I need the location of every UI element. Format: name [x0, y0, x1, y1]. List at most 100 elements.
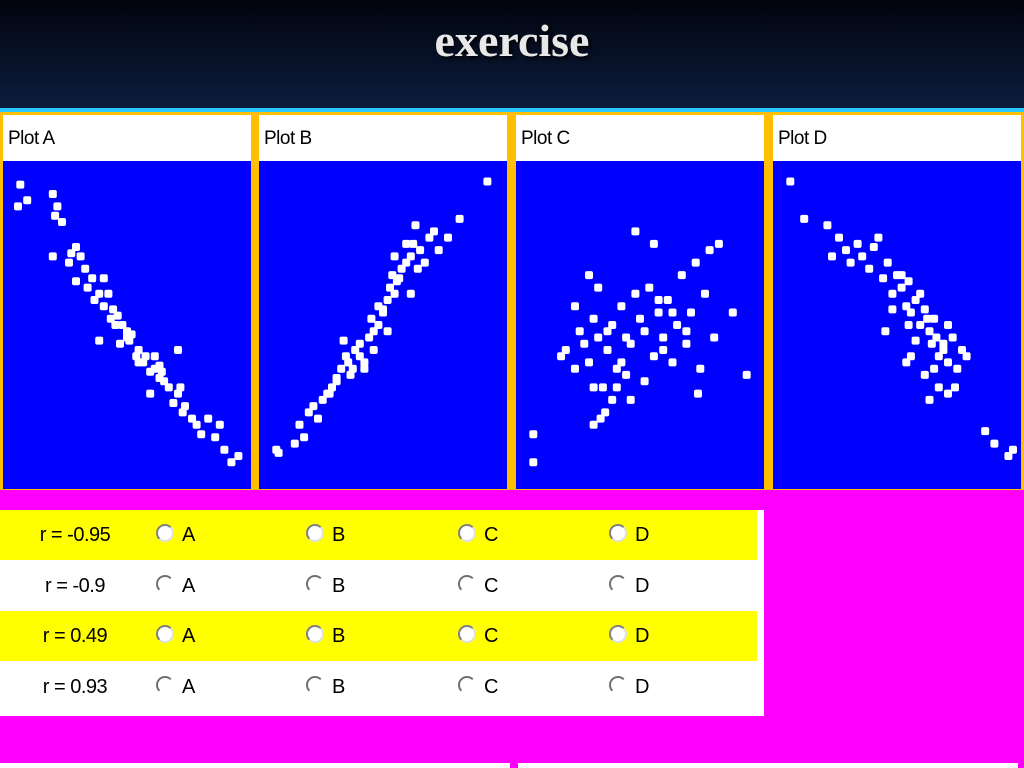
bottom-strip-left — [0, 763, 510, 768]
correlation-label: r = 0.93 — [42, 676, 108, 698]
header-divider — [0, 108, 1024, 112]
plot-c-point — [571, 364, 579, 373]
plot-b-point — [351, 346, 360, 354]
plot-b-point — [295, 420, 304, 429]
plot-a-point — [174, 346, 182, 354]
plot-c-point — [571, 302, 579, 311]
plot-b-svg — [272, 177, 492, 457]
plot-a-point — [146, 389, 155, 398]
plot-d-point — [939, 346, 948, 354]
plot-a-point — [227, 458, 236, 467]
plot-a-point — [132, 352, 141, 361]
option-label: C — [484, 575, 499, 597]
radio-button[interactable] — [609, 524, 627, 542]
option-label: B — [332, 676, 346, 698]
option-label: A — [182, 676, 196, 698]
plot-a-point — [99, 274, 108, 283]
plot-b-point — [425, 233, 434, 242]
radio-button[interactable] — [458, 625, 476, 643]
plot-a-point — [220, 445, 229, 454]
plot-c-point — [603, 327, 612, 336]
plot-b-panel: Plot B — [259, 115, 507, 489]
plot-d-point — [897, 283, 906, 292]
plot-d-point — [842, 246, 850, 255]
correlation-label: r = 0.49 — [42, 625, 108, 647]
plot-a-point — [160, 377, 169, 386]
answer-row: r = -0.9 A B C D — [0, 561, 757, 611]
plot-b-point — [344, 358, 353, 367]
plot-c-point — [622, 370, 631, 379]
plot-a-point — [116, 339, 124, 348]
plot-c-point — [561, 346, 570, 354]
plot-a-point — [23, 196, 32, 205]
plot-d-point — [828, 252, 836, 261]
plots-panel: Plot A Plot B Plot C Plot D — [0, 112, 1024, 490]
radio-button[interactable] — [156, 575, 174, 593]
plot-c-point — [682, 327, 691, 336]
plot-a-point — [88, 274, 97, 283]
answer-row: r = -0.95 A B C D — [0, 510, 757, 560]
plot-c-panel: Plot C — [516, 115, 764, 489]
radio-button[interactable] — [306, 676, 324, 694]
plot-c-point — [673, 321, 682, 329]
plot-b-point — [341, 352, 350, 361]
plot-a-point — [51, 211, 60, 220]
plot-d-point — [944, 358, 952, 367]
radio-button[interactable] — [156, 625, 174, 643]
radio-button[interactable] — [609, 625, 627, 643]
plot-c-point — [659, 346, 668, 354]
plot-a-title: Plot A — [8, 128, 55, 149]
plot-d-point — [904, 277, 913, 286]
plot-c-point — [594, 333, 603, 342]
radio-button[interactable] — [458, 676, 476, 694]
radio-button[interactable] — [458, 524, 476, 542]
radio-button[interactable] — [306, 524, 324, 542]
plot-c-point — [626, 339, 635, 348]
plot-c-point — [705, 246, 714, 255]
plot-d-point — [990, 439, 999, 448]
plot-c-svg — [529, 227, 751, 467]
plot-b-point — [374, 321, 383, 329]
plot-c-point — [636, 314, 644, 323]
plot-d-point — [925, 395, 934, 404]
plot-a-point — [48, 252, 57, 261]
plot-c-title-bar: Plot C — [516, 115, 764, 161]
correlation-label: r = -0.9 — [45, 575, 105, 597]
radio-button[interactable] — [609, 676, 627, 694]
plot-b-title-bar: Plot B — [259, 115, 507, 161]
plot-c-point — [659, 333, 668, 342]
plot-b-point — [309, 402, 318, 411]
plot-b-point — [290, 439, 299, 448]
plot-a-point — [72, 243, 80, 251]
plot-d-point — [835, 233, 843, 242]
plot-b-point — [318, 395, 327, 404]
plot-c-point — [654, 296, 663, 304]
radio-button[interactable] — [306, 625, 324, 643]
plot-c-point — [601, 408, 610, 417]
radio-button[interactable] — [156, 676, 174, 694]
plot-a-point — [197, 430, 206, 439]
plot-c-point — [649, 352, 658, 361]
radio-button[interactable] — [306, 575, 324, 593]
plot-c-point — [529, 458, 538, 467]
plot-b-point — [402, 258, 411, 267]
plot-a-point — [134, 346, 143, 354]
radio-button[interactable] — [458, 575, 476, 593]
plot-a-point — [113, 311, 122, 320]
plot-a-point — [174, 389, 182, 398]
plot-b-point — [348, 364, 357, 373]
plot-a-point — [99, 302, 108, 311]
plot-c-point — [640, 327, 649, 336]
plot-b-point — [365, 333, 374, 342]
plot-a-point — [188, 414, 196, 423]
plot-d-point — [823, 221, 832, 230]
plot-b-point — [390, 252, 399, 261]
plot-c-title: Plot C — [521, 128, 570, 149]
radio-button[interactable] — [156, 524, 174, 542]
plot-d-point — [934, 352, 943, 361]
radio-button[interactable] — [609, 575, 627, 593]
plot-b-point — [328, 383, 336, 392]
plot-c-point — [589, 314, 598, 323]
plot-a-point — [14, 202, 22, 211]
option-label: C — [484, 676, 499, 698]
